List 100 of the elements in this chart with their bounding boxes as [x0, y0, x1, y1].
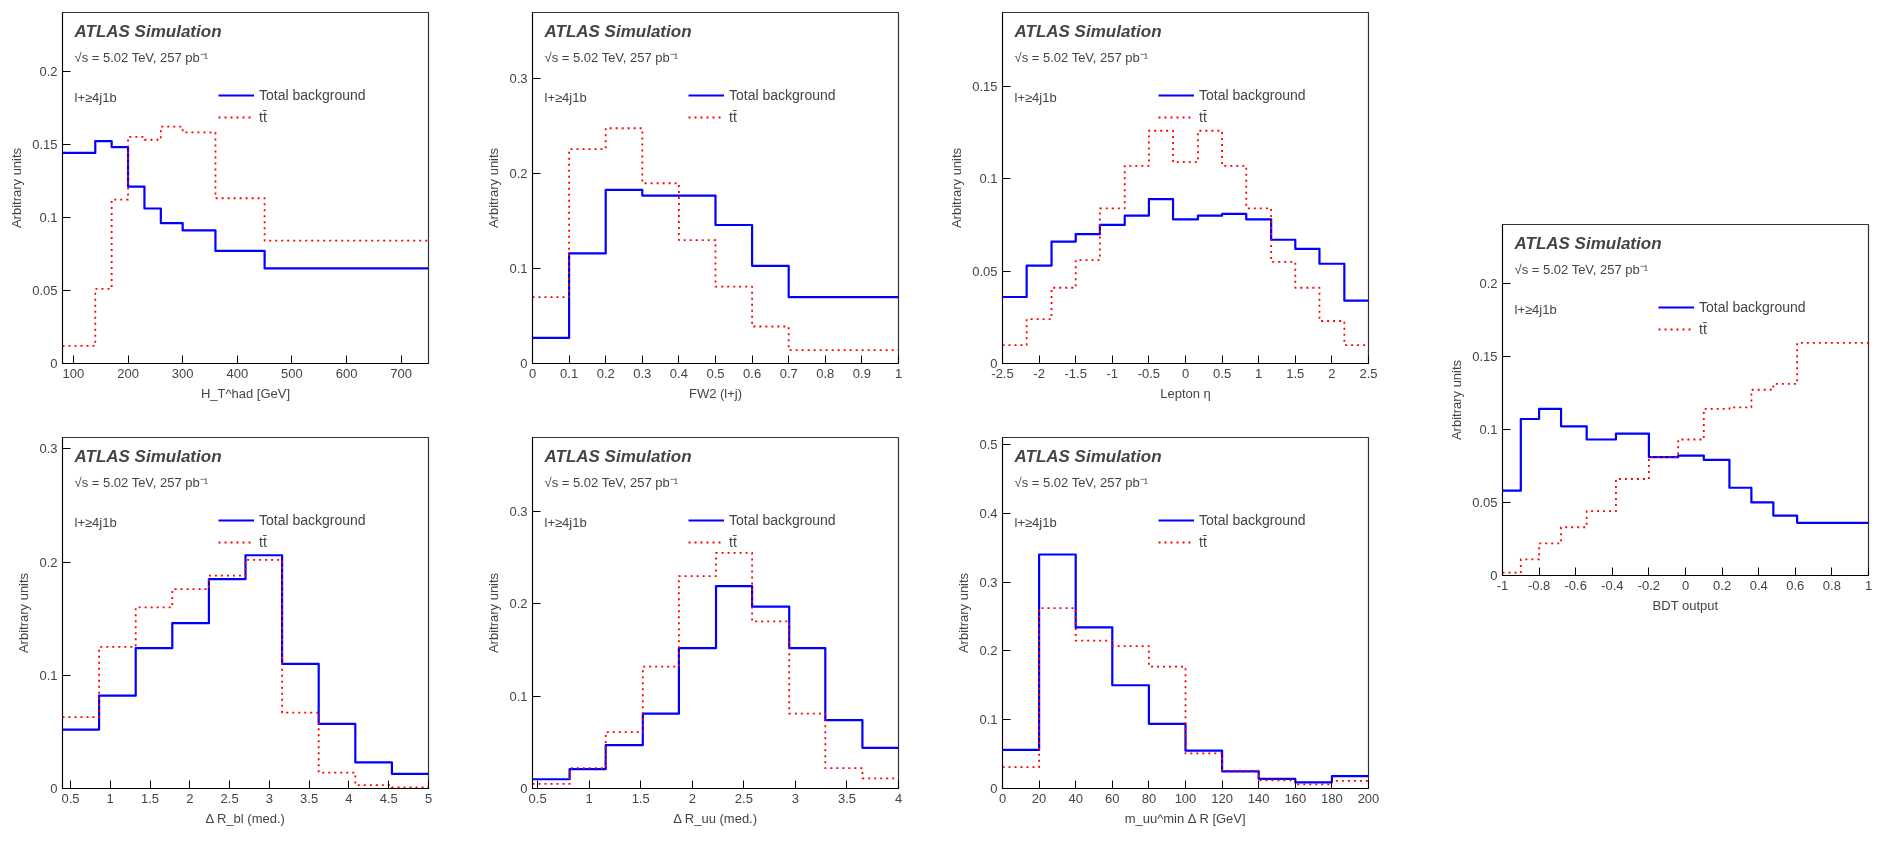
x-tick-label: 120 — [1211, 790, 1233, 806]
x-tick-label: 1.5 — [140, 790, 160, 806]
x-tick-label: 200 — [1357, 790, 1380, 806]
x-tick-label: 0.6 — [743, 365, 762, 381]
legend-label: Total background — [1199, 512, 1306, 528]
x-tick-label: 1 — [1255, 365, 1263, 381]
x-tick-label: 0.3 — [633, 365, 652, 381]
y-tick-label: 0.3 — [39, 441, 58, 457]
x-tick-label: 4 — [894, 790, 903, 806]
x-tick-label: 5 — [424, 790, 433, 806]
x-tick-label: 180 — [1321, 790, 1343, 806]
x-tick-label: -0.8 — [1527, 577, 1551, 593]
x-tick-label: 0.6 — [1786, 577, 1805, 593]
annotation: √s = 5.02 TeV, 257 pb⁻¹ — [544, 474, 679, 490]
x-tick-label: 1 — [1864, 577, 1873, 593]
y-axis-title: Arbitrary units — [949, 147, 965, 229]
x-axis-title: FW2 (l+j) — [688, 385, 743, 401]
x-tick-label: -0.4 — [1601, 577, 1624, 593]
legend-label: tt̄ — [1199, 109, 1208, 125]
annotation: ATLAS Simulation — [1513, 233, 1662, 253]
y-axis-title: Arbitrary units — [1449, 359, 1465, 441]
x-tick-label: 100 — [1174, 790, 1197, 806]
x-tick-label: 200 — [117, 365, 139, 381]
x-tick-label: 0.8 — [1822, 577, 1841, 593]
x-tick-label: -0.2 — [1637, 577, 1661, 593]
x-tick-label: 140 — [1247, 790, 1270, 806]
legend-label: Total background — [729, 512, 836, 528]
x-tick-label: 2.5 — [1359, 365, 1378, 381]
y-tick-label: 0.05 — [32, 282, 58, 298]
x-tick-label: 80 — [1141, 790, 1157, 806]
y-tick-label: 0.4 — [979, 505, 998, 521]
x-tick-label: 0.2 — [1713, 577, 1732, 593]
x-tick-label: -2 — [1033, 365, 1045, 381]
x-tick-label: 0.5 — [61, 790, 80, 806]
legend-label: Total background — [729, 87, 836, 103]
y-tick-label: 0.15 — [1472, 348, 1498, 364]
x-tick-label: 2.5 — [734, 790, 753, 806]
y-tick-label: 0.15 — [972, 78, 998, 94]
x-tick-label: 700 — [390, 365, 413, 381]
x-tick-label: 0.4 — [1749, 577, 1768, 593]
x-tick-label: 20 — [1031, 790, 1047, 806]
legend-label: tt̄ — [1199, 534, 1208, 550]
annotation: l+≥4j1b — [1014, 514, 1057, 530]
x-tick-label: 600 — [335, 365, 358, 381]
y-tick-label: 0.1 — [39, 209, 58, 225]
x-tick-label: 3 — [791, 790, 800, 806]
annotation: ATLAS Simulation — [73, 446, 222, 466]
y-tick-label: 0.1 — [39, 667, 58, 683]
y-tick-label: 0.2 — [39, 63, 58, 79]
x-tick-label: 300 — [171, 365, 194, 381]
x-tick-label: -0.5 — [1137, 365, 1161, 381]
x-axis-title: Lepton η — [1160, 385, 1211, 401]
y-tick-label: 0.15 — [32, 136, 58, 152]
annotation: √s = 5.02 TeV, 257 pb⁻¹ — [74, 49, 209, 65]
y-tick-label: 0.05 — [972, 263, 998, 279]
x-axis-title: Δ R_uu (med.) — [673, 810, 758, 826]
annotation: l+≥4j1b — [74, 514, 117, 530]
x-axis-title: H_T^had [GeV] — [200, 385, 291, 401]
legend-label: Total background — [259, 87, 366, 103]
x-tick-label: 500 — [281, 365, 303, 381]
annotation: √s = 5.02 TeV, 257 pb⁻¹ — [1014, 474, 1149, 490]
y-tick-label: 0.2 — [509, 596, 528, 612]
x-tick-label: 1.5 — [631, 790, 650, 806]
legend-label: tt̄ — [729, 109, 738, 125]
y-axis-title: Arbitrary units — [486, 572, 502, 654]
annotation: ATLAS Simulation — [1013, 446, 1162, 466]
x-tick-label: 400 — [226, 365, 249, 381]
x-tick-label: 2 — [1328, 365, 1336, 381]
x-tick-label: 4.5 — [379, 790, 398, 806]
annotation: l+≥4j1b — [544, 89, 587, 105]
y-tick-label: 0.2 — [979, 643, 998, 659]
x-tick-label: 100 — [62, 365, 85, 381]
x-tick-label: 0.1 — [560, 365, 579, 381]
annotation: l+≥4j1b — [1014, 89, 1057, 105]
y-tick-label: 0.1 — [509, 261, 528, 277]
annotation: ATLAS Simulation — [1013, 21, 1162, 41]
x-tick-label: -1.5 — [1064, 365, 1087, 381]
annotation: l+≥4j1b — [1514, 301, 1557, 317]
x-tick-label: -1 — [1106, 365, 1119, 381]
y-tick-label: 0.1 — [509, 688, 528, 704]
x-tick-label: 0.2 — [596, 365, 615, 381]
y-tick-label: 0.05 — [1472, 494, 1498, 510]
annotation: l+≥4j1b — [74, 89, 117, 105]
x-tick-label: 3.5 — [837, 790, 856, 806]
x-tick-label: 0.4 — [669, 365, 688, 381]
y-tick-label: 0.3 — [509, 71, 528, 87]
x-tick-label: 3 — [265, 790, 273, 806]
x-tick-label: 0.5 — [706, 365, 725, 381]
y-tick-label: 0.5 — [979, 436, 998, 452]
legend-label: Total background — [1699, 299, 1806, 315]
x-tick-label: 0.5 — [1213, 365, 1232, 381]
x-tick-label: 1 — [585, 790, 593, 806]
x-tick-label: 2 — [688, 790, 696, 806]
annotation: ATLAS Simulation — [73, 21, 222, 41]
annotation: ATLAS Simulation — [543, 21, 692, 41]
x-axis-title: Δ R_bl (med.) — [205, 810, 285, 826]
annotation: √s = 5.02 TeV, 257 pb⁻¹ — [544, 49, 679, 65]
legend-label: Total background — [1199, 87, 1306, 103]
x-tick-label: 0.9 — [852, 365, 871, 381]
x-tick-label: 1 — [106, 790, 114, 806]
